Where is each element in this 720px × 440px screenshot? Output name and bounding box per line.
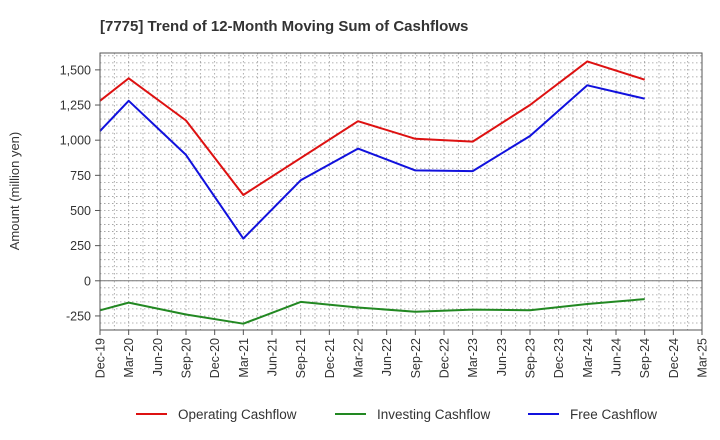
- legend: Operating Cashflow Investing Cashflow Free…: [136, 407, 657, 422]
- x-tick-label: Sep-20: [180, 338, 194, 378]
- x-tick-label: Mar-25: [696, 338, 710, 378]
- x-tick-label: Dec-19: [94, 338, 108, 378]
- x-tick-label: Sep-24: [638, 338, 652, 378]
- series-line-free-cashflow: [99, 84, 645, 240]
- x-tick-label: Mar-21: [237, 338, 251, 378]
- x-tick-label: Jun-24: [610, 338, 624, 376]
- legend-label-investing-cashflow: Investing Cashflow: [377, 407, 491, 422]
- x-tick-label: Jun-20: [151, 338, 165, 376]
- x-tick-label: Mar-23: [466, 338, 480, 378]
- y-tick-label: 750: [70, 169, 91, 183]
- y-tick-label: 0: [84, 274, 91, 288]
- y-tick-label: 1,000: [60, 134, 91, 148]
- series-lines: [99, 60, 646, 325]
- plot-frame: [99, 52, 703, 331]
- x-tick-label: Jun-23: [495, 338, 509, 376]
- y-axis-label: Amount (million yen): [7, 132, 22, 251]
- x-tick-label: Sep-21: [294, 338, 308, 378]
- grid: [100, 53, 702, 330]
- x-tick-label: Dec-24: [667, 338, 681, 378]
- legend-label-free-cashflow: Free Cashflow: [570, 407, 657, 422]
- chart-title: [7775] Trend of 12-Month Moving Sum of C…: [100, 18, 468, 35]
- x-tick-label: Jun-22: [380, 338, 394, 376]
- x-tick-label: Sep-22: [409, 338, 423, 378]
- x-tick-label: Dec-21: [323, 338, 337, 378]
- x-tick-label: Mar-22: [352, 338, 366, 378]
- y-tick-label: 1,250: [60, 99, 91, 113]
- legend-label-operating-cashflow: Operating Cashflow: [178, 407, 297, 422]
- series-line-operating-cashflow: [99, 60, 646, 196]
- series-line-investing-cashflow: [99, 298, 645, 325]
- y-tick-label: 250: [70, 239, 91, 253]
- x-tick-label: Mar-20: [122, 338, 136, 378]
- x-tick-label: Mar-24: [581, 338, 595, 378]
- y-tick-label: -250: [66, 309, 91, 323]
- x-tick-label: Sep-23: [524, 338, 538, 378]
- x-tick-label: Jun-21: [266, 338, 280, 376]
- x-tick-label: Dec-23: [552, 338, 566, 378]
- x-tick-label: Dec-20: [208, 338, 222, 378]
- y-tick-labels: 1,500 1,250 1,000 750 500 250 0 -250: [60, 63, 100, 323]
- y-tick-label: 1,500: [60, 63, 91, 77]
- x-tick-label: Dec-22: [438, 338, 452, 378]
- y-tick-label: 500: [70, 204, 91, 218]
- x-tick-labels: Dec-19 Mar-20 Jun-20 Sep-20 Dec-20 Mar-21 Jun-…: [94, 330, 710, 378]
